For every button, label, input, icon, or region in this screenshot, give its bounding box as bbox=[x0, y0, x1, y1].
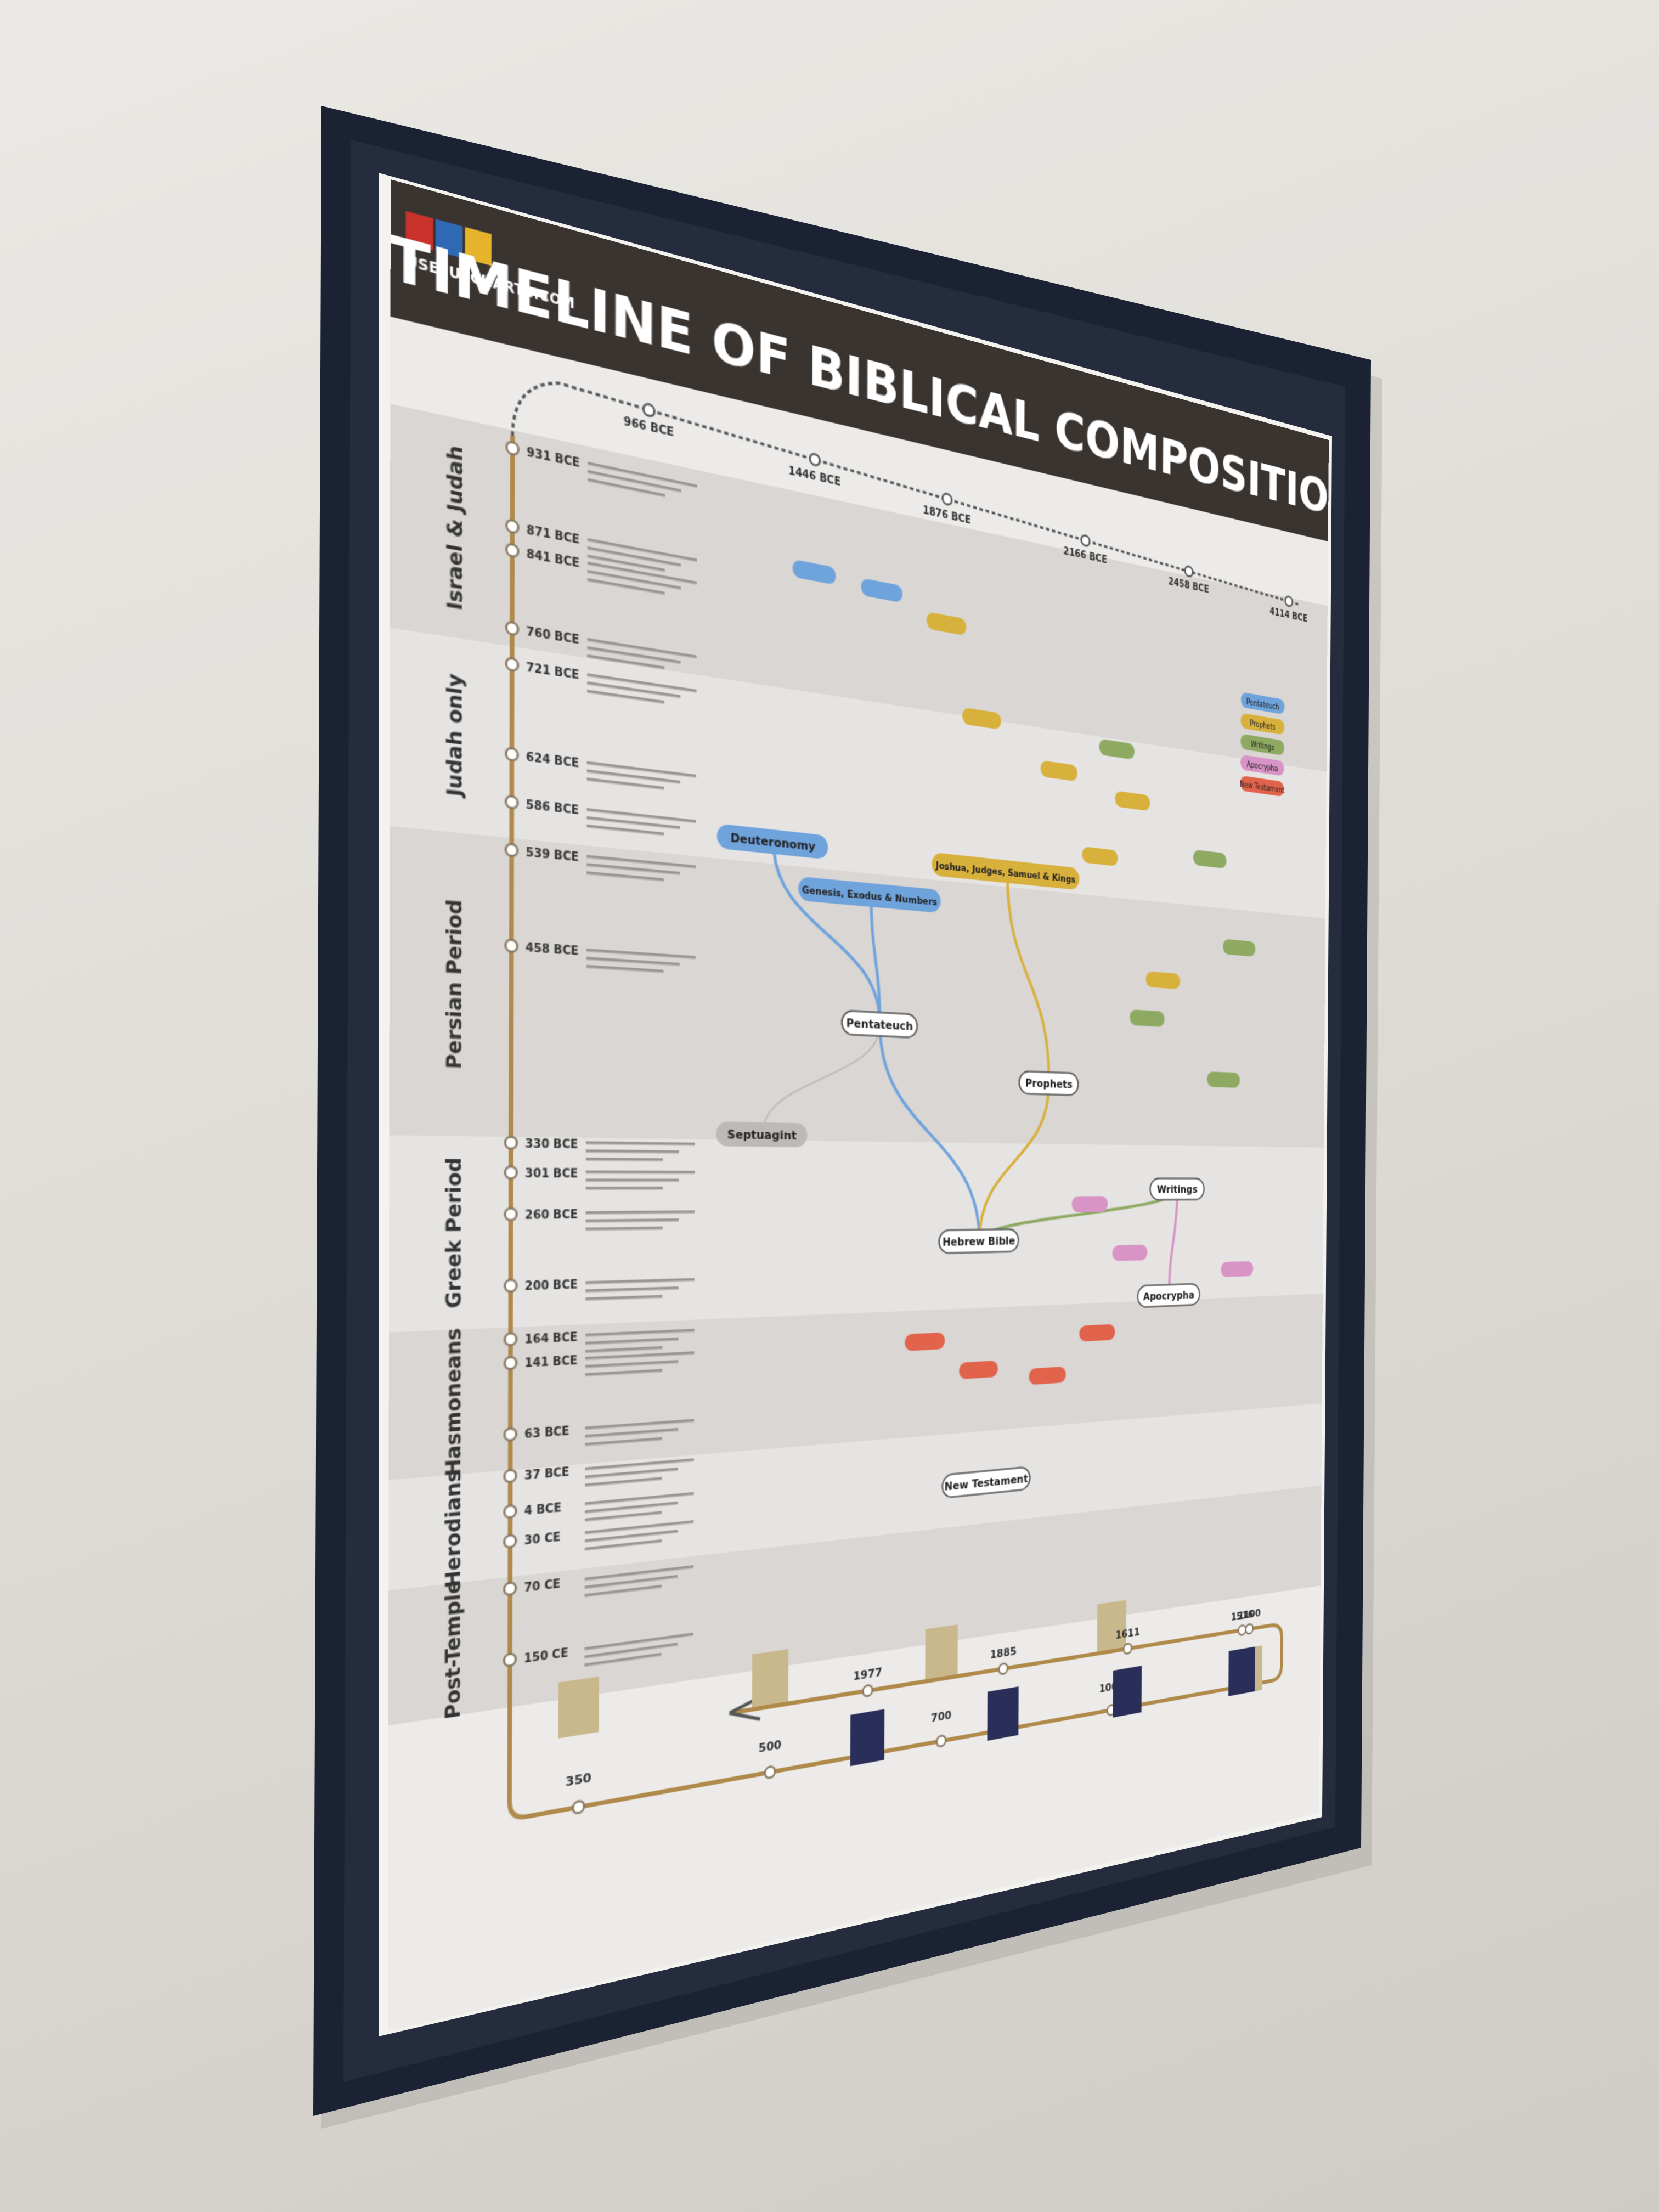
book-pill bbox=[1029, 1366, 1066, 1385]
tree-node-label: Septuagint bbox=[727, 1128, 797, 1143]
poster-art: USEFULCHARTS.COM TIMELINE OF BIBLICAL CO… bbox=[388, 179, 1357, 2032]
event-year: 141 BCE bbox=[524, 1353, 578, 1370]
manuscript-image bbox=[850, 1709, 885, 1767]
manuscript-image bbox=[558, 1676, 599, 1739]
book-pill bbox=[1222, 939, 1256, 957]
top-dot bbox=[943, 493, 952, 505]
event-dot bbox=[505, 1428, 516, 1441]
event-dot bbox=[506, 795, 518, 809]
event-text-line bbox=[585, 1158, 663, 1161]
legend-label: Writings bbox=[1251, 740, 1274, 752]
header-band bbox=[390, 179, 1329, 541]
bottom-dot bbox=[573, 1801, 584, 1814]
period-label: Judah only bbox=[442, 672, 466, 799]
event-dot bbox=[505, 1166, 517, 1178]
event-dot bbox=[505, 1208, 516, 1220]
book-pill bbox=[959, 1360, 998, 1380]
poster: USEFULCHARTS.COM TIMELINE OF BIBLICAL CO… bbox=[388, 179, 1357, 2032]
period-label: Israel & Judah bbox=[443, 443, 467, 612]
tree-node-label: Apocrypha bbox=[1143, 1289, 1195, 1303]
tree-node-label: Writings bbox=[1157, 1183, 1198, 1195]
period-label: Post-Temple bbox=[441, 1579, 465, 1720]
period-label: Herodians bbox=[441, 1469, 465, 1589]
event-dot bbox=[504, 1505, 516, 1518]
event-text-line bbox=[585, 1170, 695, 1174]
period-band bbox=[388, 1294, 1323, 1480]
event-dot bbox=[506, 519, 518, 533]
manuscript-image bbox=[1097, 1600, 1127, 1652]
manuscript-image bbox=[752, 1649, 789, 1707]
top-dot bbox=[1285, 596, 1293, 607]
logo-red bbox=[405, 211, 433, 251]
book-pill bbox=[1112, 1244, 1148, 1261]
legend-label: Prophets bbox=[1250, 719, 1276, 732]
event-dot bbox=[505, 1137, 517, 1149]
event-year: 200 BCE bbox=[524, 1278, 578, 1293]
bottom-dot bbox=[1124, 1643, 1132, 1654]
period-band bbox=[390, 628, 1327, 919]
manuscript-image bbox=[987, 1686, 1019, 1741]
event-dot bbox=[505, 939, 517, 952]
event-year: 63 BCE bbox=[524, 1424, 569, 1441]
event-year: 301 BCE bbox=[525, 1166, 578, 1180]
manuscript-image bbox=[1228, 1646, 1255, 1696]
bottom-dot bbox=[1246, 1624, 1253, 1634]
event-dot bbox=[504, 1582, 516, 1595]
event-dot bbox=[505, 1279, 516, 1291]
event-dot bbox=[506, 622, 518, 635]
event-dot bbox=[504, 1534, 516, 1548]
bottom-dot bbox=[765, 1766, 775, 1779]
period-label: Greek Period bbox=[442, 1158, 466, 1309]
bottom-dot bbox=[863, 1685, 872, 1697]
tree-node-label: Pentateuch bbox=[846, 1017, 913, 1033]
logo-yellow bbox=[465, 227, 492, 266]
period-band bbox=[388, 1485, 1322, 1726]
bottom-dot bbox=[1238, 1625, 1245, 1635]
logo-blue bbox=[435, 219, 463, 258]
event-year: 164 BCE bbox=[524, 1330, 578, 1346]
event-dot bbox=[504, 1653, 516, 1667]
tree-node-label: Hebrew Bible bbox=[943, 1234, 1015, 1249]
book-pill bbox=[1071, 1196, 1108, 1212]
bottom-dot bbox=[936, 1735, 946, 1747]
period-band bbox=[388, 1403, 1322, 1591]
event-year: 458 BCE bbox=[526, 940, 579, 958]
event-dot bbox=[506, 657, 518, 671]
book-pill bbox=[1146, 971, 1181, 990]
book-pill bbox=[1079, 1324, 1115, 1342]
book-pill bbox=[1130, 1009, 1165, 1028]
period-label: Hasmoneans bbox=[441, 1328, 465, 1477]
book-pill bbox=[904, 1332, 945, 1351]
event-text-line bbox=[585, 1178, 679, 1182]
event-dot bbox=[504, 1470, 516, 1482]
manuscript-image bbox=[1113, 1666, 1142, 1718]
book-pill bbox=[1207, 1071, 1240, 1088]
event-dot bbox=[506, 748, 518, 761]
event-text-line bbox=[585, 1187, 663, 1190]
event-dot bbox=[505, 1333, 516, 1346]
tree-node-label: Prophets bbox=[1025, 1077, 1073, 1091]
bottom-dot bbox=[999, 1663, 1008, 1674]
top-dot bbox=[1081, 534, 1090, 546]
book-pill bbox=[1221, 1261, 1254, 1278]
manuscript-image bbox=[925, 1624, 958, 1680]
event-dot bbox=[506, 543, 518, 557]
event-year: 260 BCE bbox=[525, 1207, 578, 1222]
top-dot bbox=[1185, 566, 1193, 577]
event-dot bbox=[505, 1357, 516, 1369]
event-year: 330 BCE bbox=[525, 1137, 578, 1151]
event-dot bbox=[506, 844, 518, 857]
period-label: Persian Period bbox=[442, 899, 466, 1070]
period-band bbox=[389, 826, 1325, 1148]
period-band bbox=[388, 1135, 1324, 1333]
